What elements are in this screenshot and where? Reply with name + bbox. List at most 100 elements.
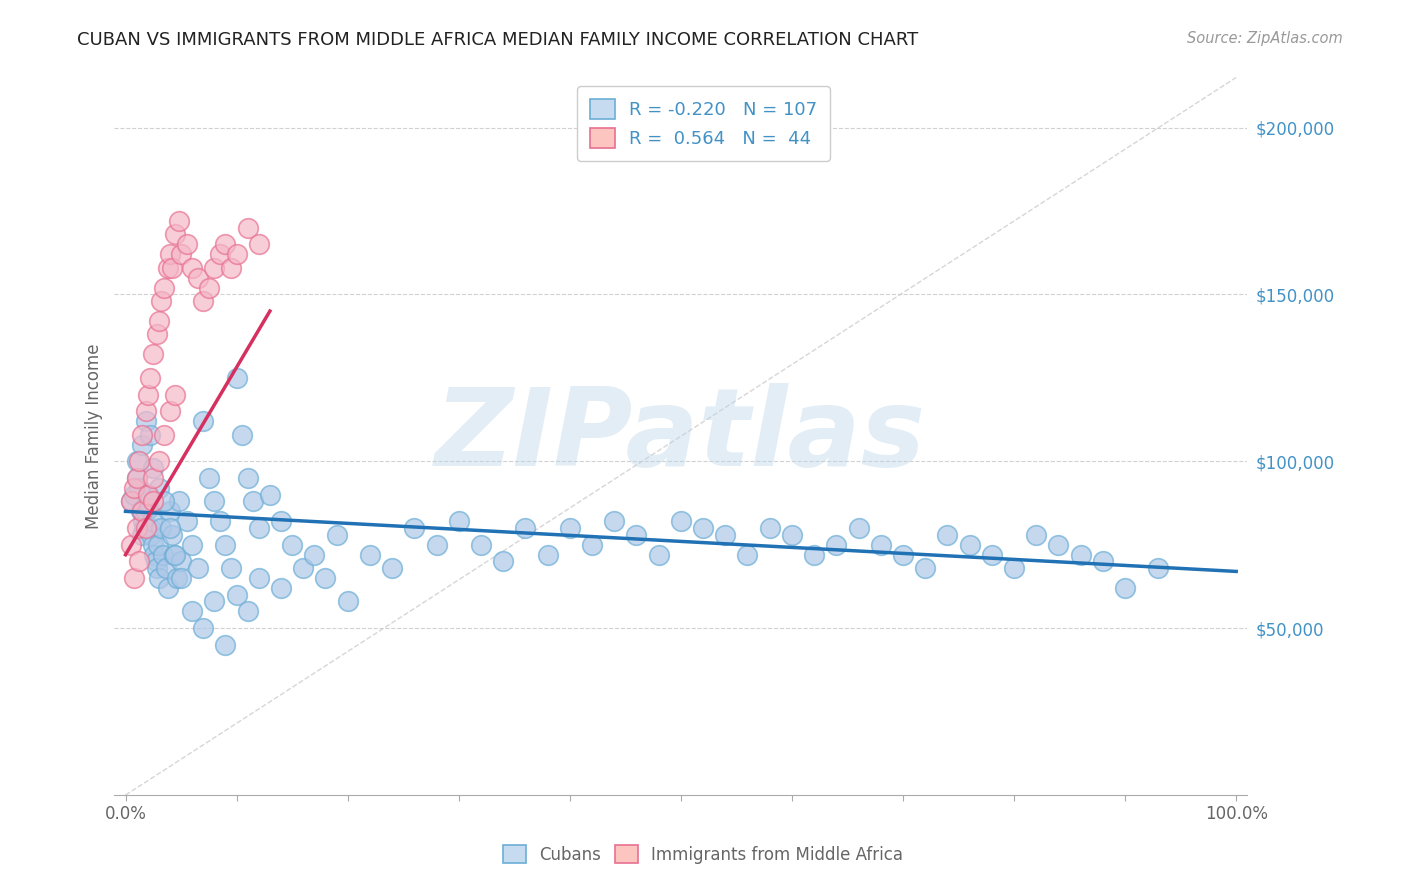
Point [139,371,162,385]
Point [139,521,162,535]
Point [219,260,242,275]
Point [536,548,558,562]
Point [131,527,153,541]
Point [145,554,167,568]
Point [225,588,247,602]
Point [980,548,1002,562]
Point [492,554,515,568]
Point [381,561,404,575]
Point [225,247,247,261]
Point [136,488,159,502]
Point [124,488,146,502]
Y-axis label: Median Family Income: Median Family Income [86,343,103,529]
Point [146,538,169,552]
Point [187,270,209,285]
Point [160,260,183,275]
Point [125,454,148,468]
Point [515,521,537,535]
Point [134,504,156,518]
Point [139,427,162,442]
Point [247,571,270,585]
Point [152,548,174,562]
Point [176,514,198,528]
Point [128,481,150,495]
Text: CUBAN VS IMMIGRANTS FROM MIDDLE AFRICA MEDIAN FAMILY INCOME CORRELATION CHART: CUBAN VS IMMIGRANTS FROM MIDDLE AFRICA M… [77,31,918,49]
Point [780,527,803,541]
Point [138,501,160,516]
Point [202,594,225,608]
Point [163,548,186,562]
Point [136,488,159,502]
Point [134,521,156,535]
Point [159,404,181,418]
Point [202,260,225,275]
Point [208,247,231,261]
Point [803,548,825,562]
Point [148,314,170,328]
Point [134,521,156,535]
Point [141,514,163,528]
Point [236,220,259,235]
Legend: R = -0.220   N = 107, R =  0.564   N =  44: R = -0.220 N = 107, R = 0.564 N = 44 [576,87,830,161]
Point [139,527,162,541]
Point [131,504,153,518]
Point [669,514,692,528]
Point [167,214,190,228]
Point [193,414,215,428]
Point [165,548,187,562]
Point [134,414,156,428]
Point [142,461,165,475]
Point [153,494,176,508]
Point [737,548,759,562]
Point [214,638,236,652]
Point [869,538,891,552]
Point [603,514,626,528]
Point [124,571,146,585]
Point [132,514,155,528]
Point [558,521,581,535]
Point [131,427,153,442]
Point [159,521,181,535]
Point [247,237,270,252]
Point [125,521,148,535]
Point [181,605,204,619]
Point [153,281,176,295]
Point [214,538,236,552]
Point [198,471,221,485]
Point [145,561,167,575]
Point [959,538,981,552]
Point [470,538,492,552]
Point [120,538,142,552]
Point [281,538,304,552]
Point [150,521,173,535]
Point [160,527,183,541]
Point [145,327,167,342]
Point [219,561,242,575]
Point [142,471,165,485]
Point [124,481,146,495]
Point [142,347,165,361]
Point [202,494,225,508]
Point [143,548,166,562]
Point [1091,554,1114,568]
Point [581,538,603,552]
Point [136,387,159,401]
Point [166,571,188,585]
Point [225,371,247,385]
Point [159,247,181,261]
Point [128,454,150,468]
Point [236,605,259,619]
Point [1147,561,1170,575]
Point [159,504,181,518]
Point [647,548,669,562]
Point [176,237,198,252]
Point [142,538,165,552]
Point [214,237,236,252]
Point [125,471,148,485]
Point [758,521,780,535]
Point [153,427,176,442]
Point [165,227,187,242]
Point [259,488,281,502]
Point [193,621,215,635]
Point [1047,538,1070,552]
